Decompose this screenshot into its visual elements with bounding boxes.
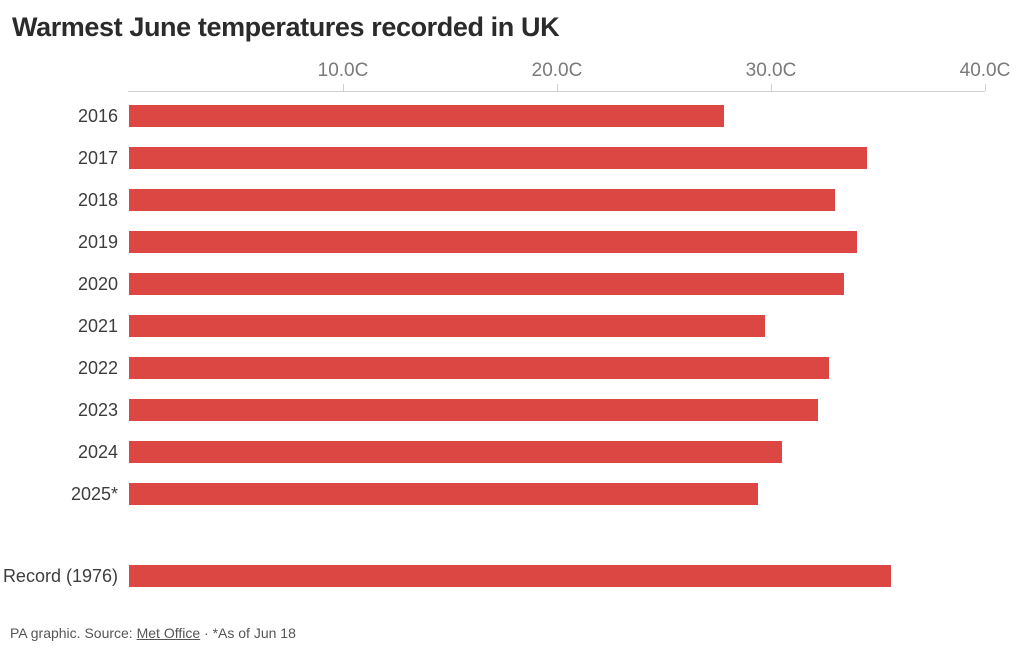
- bar: [129, 399, 819, 421]
- footer-prefix: PA graphic. Source:: [10, 625, 137, 641]
- footer-suffix: · *As of Jun 18: [200, 625, 296, 641]
- x-tick-label: 30.0C: [745, 60, 797, 81]
- x-tick-mark: [985, 84, 986, 91]
- category-label: 2022: [77, 358, 118, 378]
- x-tick-mark: [771, 84, 772, 91]
- bar: [129, 189, 836, 211]
- bar: [129, 441, 782, 463]
- bar: [129, 483, 759, 505]
- bar: [129, 273, 844, 295]
- bar: [129, 231, 857, 253]
- category-label: 2016: [77, 106, 118, 126]
- category-label: 2019: [77, 232, 118, 252]
- category-label: 2017: [77, 148, 118, 168]
- category-label: Record (1976): [2, 566, 118, 586]
- bar: [129, 565, 891, 587]
- bar: [129, 147, 868, 169]
- category-label: 2018: [77, 190, 118, 210]
- category-label: 2023: [77, 400, 118, 420]
- bar: [129, 357, 829, 379]
- category-label: 2020: [77, 274, 118, 294]
- chart-title: Warmest June temperatures recorded in UK: [12, 12, 560, 42]
- x-tick-label: 40.0C: [959, 60, 1011, 81]
- bar: [129, 105, 724, 127]
- category-label: 2025*: [70, 484, 118, 504]
- source-note: PA graphic. Source: Met Office · *As of …: [10, 625, 296, 641]
- x-tick-label: 10.0C: [317, 60, 369, 81]
- x-tick-label: 20.0C: [531, 60, 583, 81]
- category-label: 2024: [77, 442, 118, 462]
- source-link[interactable]: Met Office: [136, 625, 201, 641]
- bar: [129, 315, 765, 337]
- category-label: 2021: [77, 316, 118, 336]
- x-axis-line: [128, 91, 985, 92]
- x-tick-mark: [343, 84, 344, 91]
- x-tick-mark: [557, 84, 558, 91]
